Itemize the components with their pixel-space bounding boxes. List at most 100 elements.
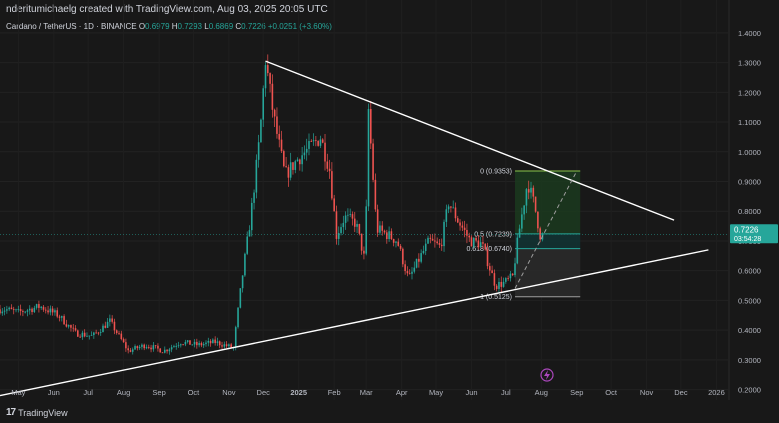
time-tick-label: May [11, 388, 25, 397]
candle-body [376, 209, 379, 233]
event-marker[interactable] [540, 368, 554, 382]
candle-body [392, 239, 395, 243]
candle-body [301, 155, 303, 165]
price-axis[interactable]: 1.4000 1.3000 1.2000 1.1000 1.0000 0.9000 0.80… [730, 29, 778, 395]
candle-body [333, 198, 335, 212]
candle-body [317, 140, 319, 146]
candle-body [47, 310, 49, 313]
time-tick-label: Nov [640, 388, 654, 397]
candle-body [166, 349, 168, 352]
candle-body [200, 343, 203, 346]
candle-body [257, 142, 260, 160]
candle-body [234, 327, 237, 348]
candle-body [420, 253, 422, 262]
candle-body [189, 340, 191, 345]
time-tick-label: Aug [535, 388, 548, 397]
low-label: L [204, 22, 209, 31]
time-tick-label: Jun [465, 388, 477, 397]
candle-body [475, 237, 477, 241]
candle-body [97, 332, 100, 334]
chart-grid [728, 0, 730, 400]
time-axis[interactable]: May Jun Jul Aug Sep Oct Nov Dec 2025 Feb Mar Apr May… [11, 388, 725, 397]
candle-body [521, 214, 523, 229]
fib-level-label: 1 (0.5125) [480, 294, 512, 301]
candle-body [72, 327, 75, 329]
candle-body [239, 288, 242, 308]
candle-body [340, 227, 342, 233]
candle-body [54, 310, 56, 313]
candle-body [209, 340, 212, 344]
candle-body [163, 349, 166, 353]
candle-body [406, 271, 409, 274]
candle-body [120, 333, 123, 340]
trendline-upper[interactable] [265, 60, 675, 221]
candle-body [532, 187, 535, 197]
candle-body [250, 202, 253, 231]
candle-body [81, 332, 84, 338]
fib-level-label: 0 (0.9353) [480, 169, 512, 176]
candle-body [182, 344, 184, 346]
candle-body [202, 344, 205, 346]
candle-body [479, 242, 482, 248]
candle-body [150, 347, 152, 350]
candle-body [429, 237, 432, 239]
candle-body [367, 108, 370, 207]
candle-body [152, 345, 155, 350]
candle-body [294, 161, 297, 170]
change-value: +0.0251 (+3.60%) [267, 22, 332, 31]
candle-body [248, 230, 251, 237]
candle-body [445, 209, 448, 222]
candle-body [486, 249, 489, 267]
candle-body [173, 346, 175, 348]
candle-body [436, 241, 438, 244]
candle-body [527, 189, 530, 193]
candle-body [422, 250, 425, 254]
fib-level-label: 0.5 (0.7239) [474, 231, 512, 238]
candle-body [35, 304, 38, 308]
candle-body [285, 166, 287, 168]
time-tick-label: Jun [48, 388, 60, 397]
candle-body [147, 347, 150, 348]
symbol-legend[interactable]: Cardano / TetherUS · 1D · BINANCE O0.697… [6, 22, 332, 31]
lightning-icon[interactable] [540, 368, 554, 382]
time-tick-label: Feb [328, 388, 341, 397]
candle-body [3, 310, 6, 312]
candle-body [125, 342, 127, 349]
candle-body [472, 237, 475, 247]
candle-body [289, 162, 292, 178]
candle-body [466, 230, 468, 236]
candle-body [347, 214, 349, 216]
price-tick-label: 1.3000 [738, 59, 761, 68]
candle-body [482, 242, 484, 244]
candle-body [129, 350, 132, 352]
candle-body [49, 308, 52, 313]
last-price-badge[interactable] [730, 224, 778, 244]
candle-body [143, 344, 145, 349]
candle-body [260, 119, 262, 143]
trendline-projection[interactable] [514, 170, 578, 289]
fibonacci-retracement[interactable]: 0 (0.9353) 0.5 (0.7239) 0.618 (0.6740) 1 (0… [466, 169, 581, 302]
trendlines[interactable] [0, 60, 729, 397]
candle-body [56, 310, 59, 317]
tradingview-brand[interactable]: 17 TradingView [6, 407, 68, 418]
candle-body [495, 285, 498, 289]
candle-body [28, 308, 31, 311]
candle-body [134, 346, 136, 350]
candle-body [237, 307, 239, 328]
candle-body [328, 168, 331, 172]
candle-body [207, 340, 210, 343]
candle-body [365, 206, 368, 254]
candle-body [161, 352, 164, 354]
candle-body [10, 307, 13, 310]
candle-body [489, 266, 491, 271]
candle-body [356, 224, 358, 227]
candle-body [191, 344, 194, 346]
candle-body [511, 273, 514, 276]
candle-body [214, 339, 216, 343]
candle-body [186, 340, 189, 342]
time-tick-label: Oct [188, 388, 201, 397]
candle-body [461, 225, 464, 228]
trendline-lower[interactable] [0, 249, 709, 397]
candle-body [424, 243, 427, 251]
